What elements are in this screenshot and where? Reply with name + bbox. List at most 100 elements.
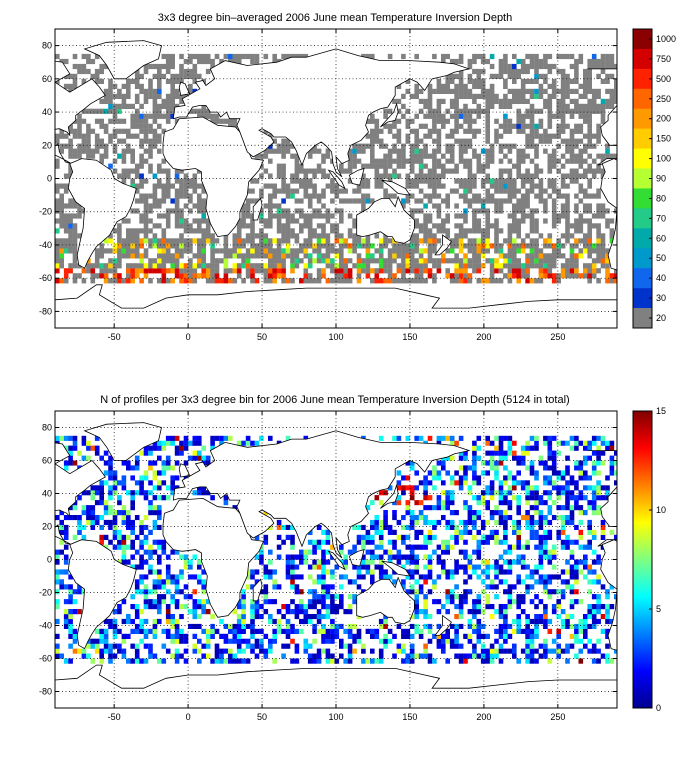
heatmap-cell [285, 564, 291, 570]
heatmap-cell [374, 273, 380, 279]
heatmap-cell [250, 604, 255, 610]
heatmap-cell [449, 273, 455, 279]
heatmap-cell [392, 243, 397, 249]
heatmap-cell [551, 589, 557, 595]
heatmap-cell [68, 73, 73, 79]
heatmap-cell [551, 213, 557, 219]
heatmap-cell [321, 549, 326, 555]
heatmap-cell [494, 584, 499, 590]
heatmap-cell [409, 183, 415, 189]
heatmap-cell [409, 485, 415, 491]
heatmap-cell [197, 243, 202, 249]
heatmap-cell [512, 648, 517, 654]
heatmap-cell [516, 233, 521, 239]
heatmap-cell [365, 569, 371, 575]
heatmap-cell [551, 574, 557, 580]
heatmap-cell [325, 628, 331, 634]
heatmap-cell [583, 564, 588, 570]
heatmap-cell [529, 238, 535, 244]
heatmap-cell [498, 623, 504, 629]
heatmap-cell [596, 243, 601, 249]
heatmap-cell [152, 198, 158, 204]
heatmap-cell [489, 643, 495, 649]
heatmap-cell [303, 248, 309, 254]
heatmap-cell [126, 460, 131, 466]
heatmap-cell [445, 500, 450, 506]
heatmap-cell [55, 653, 60, 659]
heatmap-cell [330, 213, 335, 219]
heatmap-cell [423, 539, 428, 545]
heatmap-cell [152, 618, 158, 625]
heatmap-cell [494, 203, 499, 209]
heatmap-cell [427, 228, 433, 234]
heatmap-cell [472, 534, 477, 540]
heatmap-cell [117, 604, 122, 610]
heatmap-cell [574, 158, 579, 164]
heatmap-cell [325, 633, 331, 639]
heatmap-cell [174, 173, 180, 179]
heatmap-cell [307, 168, 313, 174]
heatmap-cell [449, 98, 455, 104]
heatmap-cell [569, 148, 575, 154]
heatmap-cell [330, 633, 335, 639]
heatmap-cell [578, 569, 584, 575]
heatmap-cell [600, 248, 606, 254]
heatmap-cell [183, 564, 189, 570]
heatmap-cell [63, 203, 69, 209]
heatmap-cell [574, 539, 579, 545]
heatmap-cell [507, 98, 513, 104]
heatmap-cell [68, 123, 73, 129]
heatmap-cell [192, 633, 198, 639]
heatmap-cell [374, 524, 380, 530]
heatmap-cell [352, 218, 357, 224]
heatmap-cell [197, 113, 202, 119]
heatmap-cell [401, 633, 406, 639]
heatmap-cell [525, 440, 530, 446]
heatmap-cell [383, 519, 388, 526]
heatmap-cell [299, 628, 304, 634]
heatmap-cell [405, 589, 411, 595]
heatmap-cell [157, 203, 162, 209]
heatmap-cell [534, 505, 539, 511]
heatmap-cell [605, 248, 610, 254]
heatmap-cell [583, 460, 588, 466]
heatmap-cell [574, 153, 579, 159]
heatmap-cell [339, 218, 344, 224]
heatmap-cell [418, 98, 424, 104]
heatmap-cell [507, 273, 513, 279]
heatmap-cell [259, 268, 264, 274]
heatmap-cell [157, 213, 162, 219]
heatmap-cell [201, 103, 206, 109]
heatmap-cell [445, 118, 450, 124]
heatmap-cell [365, 253, 371, 259]
heatmap-cell [578, 113, 584, 119]
heatmap-cell [423, 193, 428, 199]
heatmap-cell [99, 524, 104, 530]
heatmap-cell [467, 73, 473, 79]
heatmap-cell [134, 584, 140, 590]
heatmap-cell [614, 534, 617, 540]
heatmap-cell [587, 223, 592, 229]
heatmap-cell [436, 238, 442, 244]
heatmap-cell [374, 529, 380, 535]
heatmap-cell [574, 653, 579, 659]
heatmap-cell [361, 173, 366, 179]
heatmap-cell [374, 544, 380, 550]
heatmap-cell [121, 485, 127, 491]
heatmap-cell [214, 53, 220, 60]
heatmap-cell [449, 519, 455, 526]
land-polygon [600, 158, 617, 271]
heatmap-cell [325, 153, 331, 159]
heatmap-cell [436, 183, 442, 189]
heatmap-cell [556, 278, 561, 284]
heatmap-cell [525, 203, 530, 209]
heatmap-cell [378, 648, 384, 654]
heatmap-cell [445, 589, 450, 595]
heatmap-cell [485, 153, 490, 159]
heatmap-cell [268, 253, 273, 259]
heatmap-cell [139, 544, 144, 550]
heatmap-cell [192, 108, 198, 114]
heatmap-cell [405, 460, 411, 466]
heatmap-cell [472, 53, 477, 60]
heatmap-cell [157, 569, 162, 575]
